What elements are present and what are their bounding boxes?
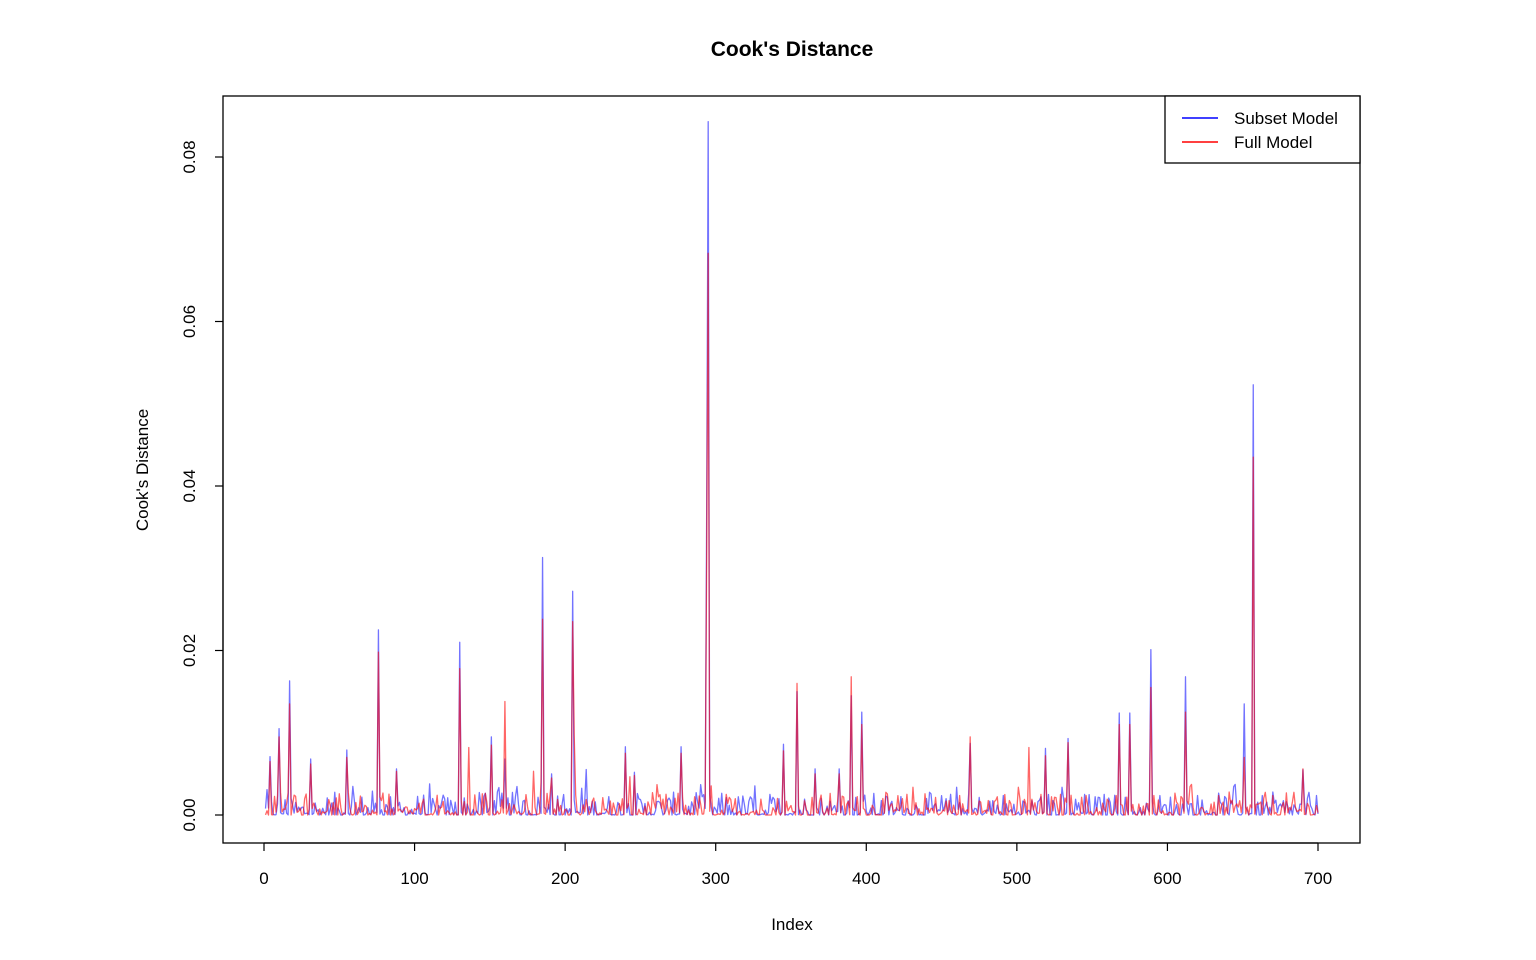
y-axis-label: Cook's Distance bbox=[133, 409, 152, 531]
y-tick-label: 0.00 bbox=[180, 798, 199, 831]
plot-frame bbox=[222, 95, 1361, 844]
legend-label-full-model: Full Model bbox=[1234, 133, 1312, 152]
x-tick-label: 0 bbox=[259, 869, 268, 888]
x-tick-label: 300 bbox=[702, 869, 730, 888]
x-tick-label: 700 bbox=[1304, 869, 1332, 888]
y-tick-label: 0.02 bbox=[180, 634, 199, 667]
x-tick-label: 400 bbox=[852, 869, 880, 888]
x-axis-label: Index bbox=[771, 915, 813, 934]
x-axis: 0 100 200 300 400 500 600 700 bbox=[259, 842, 1332, 888]
series-line-full-model bbox=[264, 252, 1319, 816]
y-axis: 0.00 0.02 0.04 0.06 0.08 bbox=[180, 140, 224, 832]
x-tick-label: 100 bbox=[400, 869, 428, 888]
y-tick-label: 0.06 bbox=[180, 305, 199, 338]
x-tick-label: 600 bbox=[1153, 869, 1181, 888]
legend-box bbox=[1164, 95, 1361, 164]
y-tick-label: 0.08 bbox=[180, 140, 199, 173]
legend-label-subset-model: Subset Model bbox=[1234, 109, 1338, 128]
legend: Subset Model Full Model bbox=[1164, 95, 1361, 164]
x-tick-label: 200 bbox=[551, 869, 579, 888]
chart-title: Cook's Distance bbox=[711, 38, 874, 61]
plot-lines bbox=[264, 120, 1319, 816]
x-tick-label: 500 bbox=[1003, 869, 1031, 888]
series-line-subset-model bbox=[264, 120, 1319, 816]
y-tick-label: 0.04 bbox=[180, 469, 199, 502]
